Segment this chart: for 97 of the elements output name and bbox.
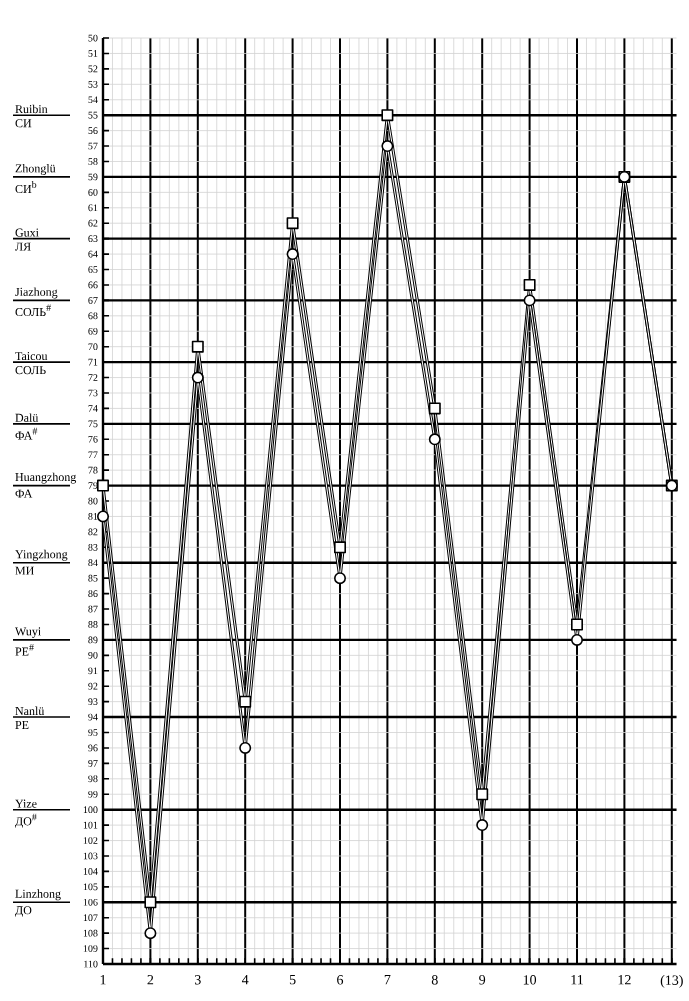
y-tick-label: 104 bbox=[83, 868, 98, 875]
y-tick-label: 102 bbox=[83, 837, 98, 844]
y-tick-label: 83 bbox=[88, 543, 98, 551]
y-tick-label: 67 bbox=[88, 297, 98, 304]
x-tick-label: 7 bbox=[384, 975, 391, 985]
text: СИ$^{b}$ bbox=[15, 180, 37, 194]
text: ЛЯ bbox=[15, 242, 31, 251]
x-tick-label: 5 bbox=[289, 975, 296, 985]
y-tick-label: 72 bbox=[88, 374, 98, 381]
y-tick-label: 59 bbox=[88, 173, 98, 181]
x-tick-label: 4 bbox=[241, 975, 249, 985]
y-tick-label: 82 bbox=[88, 528, 98, 536]
y-tick-label: 100 bbox=[83, 806, 98, 814]
ref-line-label: Linzhong bbox=[15, 889, 61, 901]
y-tick-label: 66 bbox=[88, 281, 98, 289]
text: ДО bbox=[15, 906, 32, 917]
ref-line-label: Wuyi bbox=[15, 627, 41, 638]
text: ФА bbox=[15, 489, 33, 498]
y-tick-label: 53 bbox=[88, 80, 98, 88]
x-tick-label: 9 bbox=[479, 975, 486, 985]
y-tick-label: 56 bbox=[88, 127, 98, 134]
y-tick-label: 95 bbox=[88, 729, 98, 736]
y-tick-label: 68 bbox=[88, 312, 98, 320]
y-tick-label: 78 bbox=[88, 466, 98, 474]
y-tick-label: 108 bbox=[83, 929, 98, 937]
ref-line-label: Dalü bbox=[15, 413, 39, 422]
ref-line-label: Jiazhong bbox=[15, 287, 58, 299]
y-tick-label: 103 bbox=[83, 852, 98, 860]
y-tick-label: 63 bbox=[88, 235, 98, 243]
x-tick-label: 11 bbox=[571, 975, 583, 985]
y-tick-label: 81 bbox=[88, 513, 98, 520]
ref-line-label: Yize bbox=[15, 799, 37, 808]
y-tick-label: 96 bbox=[88, 744, 98, 752]
y-tick-label: 71 bbox=[88, 358, 98, 366]
text: РЕ$^{#}$ bbox=[15, 643, 34, 656]
y-tick-label: 51 bbox=[88, 50, 98, 57]
x-tick-label: 1 bbox=[100, 975, 106, 985]
text: СОЛЬ$^{#}$ bbox=[15, 304, 51, 317]
y-tick-label: 94 bbox=[88, 713, 98, 721]
x-tick-label: 3 bbox=[194, 975, 201, 985]
y-tick-label: 89 bbox=[88, 636, 98, 644]
y-tick-label: 107 bbox=[83, 914, 98, 922]
y-tick-label: 80 bbox=[88, 497, 98, 505]
y-tick-label: 69 bbox=[88, 327, 98, 335]
text: РЕ bbox=[15, 721, 29, 729]
text: МИ bbox=[15, 566, 34, 575]
y-tick-label: 62 bbox=[88, 219, 98, 227]
y-tick-label: 70 bbox=[88, 343, 98, 351]
x-tick-label: 2 bbox=[147, 975, 154, 985]
x-tick-label: 10 bbox=[523, 975, 537, 985]
x-tick-label: 8 bbox=[431, 975, 438, 985]
ref-line-label: Ruibin bbox=[15, 104, 48, 114]
y-tick-label: 60 bbox=[88, 188, 98, 196]
y-tick-label: 88 bbox=[88, 621, 98, 628]
text: ДО$^{#}$ bbox=[15, 813, 37, 828]
ref-line-label: Huangzhong bbox=[15, 472, 77, 484]
y-tick-label: 50 bbox=[88, 34, 98, 42]
y-tick-label: 76 bbox=[88, 435, 98, 443]
y-tick-label: 77 bbox=[88, 451, 98, 458]
y-tick-label: 106 bbox=[83, 898, 98, 906]
y-tick-label: 93 bbox=[88, 698, 98, 705]
y-tick-label: 97 bbox=[88, 760, 98, 767]
y-tick-label: 98 bbox=[88, 775, 98, 783]
y-tick-label: 87 bbox=[88, 605, 98, 613]
ref-line-label: Nanlü bbox=[15, 706, 45, 716]
text: СИ bbox=[15, 119, 32, 128]
ref-line-label: Yingzhong bbox=[15, 549, 68, 561]
y-tick-label: 84 bbox=[88, 559, 98, 567]
y-tick-label: 105 bbox=[83, 883, 98, 891]
ref-line-label: Taicou bbox=[15, 352, 48, 361]
y-tick-label: 92 bbox=[88, 682, 98, 690]
ref-line-label: Zhonglü bbox=[15, 163, 56, 175]
y-tick-label: 54 bbox=[88, 96, 98, 104]
y-tick-label: 52 bbox=[88, 65, 98, 73]
text: СОЛЬ bbox=[15, 366, 46, 375]
y-tick-label: 57 bbox=[88, 142, 98, 150]
y-tick-label: 86 bbox=[88, 590, 98, 597]
x-tick-label: 12 bbox=[618, 975, 631, 985]
y-tick-label: 55 bbox=[88, 111, 98, 119]
text: ФА$^{#}$ bbox=[15, 427, 38, 440]
y-tick-label: 101 bbox=[83, 821, 98, 829]
y-tick-label: 110 bbox=[84, 960, 98, 968]
y-tick-label: 85 bbox=[88, 574, 98, 582]
y-tick-label: 64 bbox=[88, 250, 98, 258]
y-tick-label: 99 bbox=[88, 790, 98, 798]
y-tick-label: 75 bbox=[88, 420, 98, 428]
y-tick-label: 61 bbox=[88, 204, 98, 212]
y-tick-label: 109 bbox=[83, 945, 98, 952]
y-tick-label: 65 bbox=[88, 266, 98, 273]
x-tick-label: 6 bbox=[337, 975, 344, 985]
y-tick-label: 74 bbox=[88, 405, 98, 412]
ref-line-label: Guxi bbox=[15, 228, 39, 237]
y-tick-label: 90 bbox=[88, 651, 98, 659]
y-tick-label: 91 bbox=[88, 667, 98, 675]
y-tick-label: 73 bbox=[88, 389, 98, 397]
x-tick-label: (13) bbox=[660, 975, 683, 988]
y-tick-label: 58 bbox=[88, 158, 98, 165]
